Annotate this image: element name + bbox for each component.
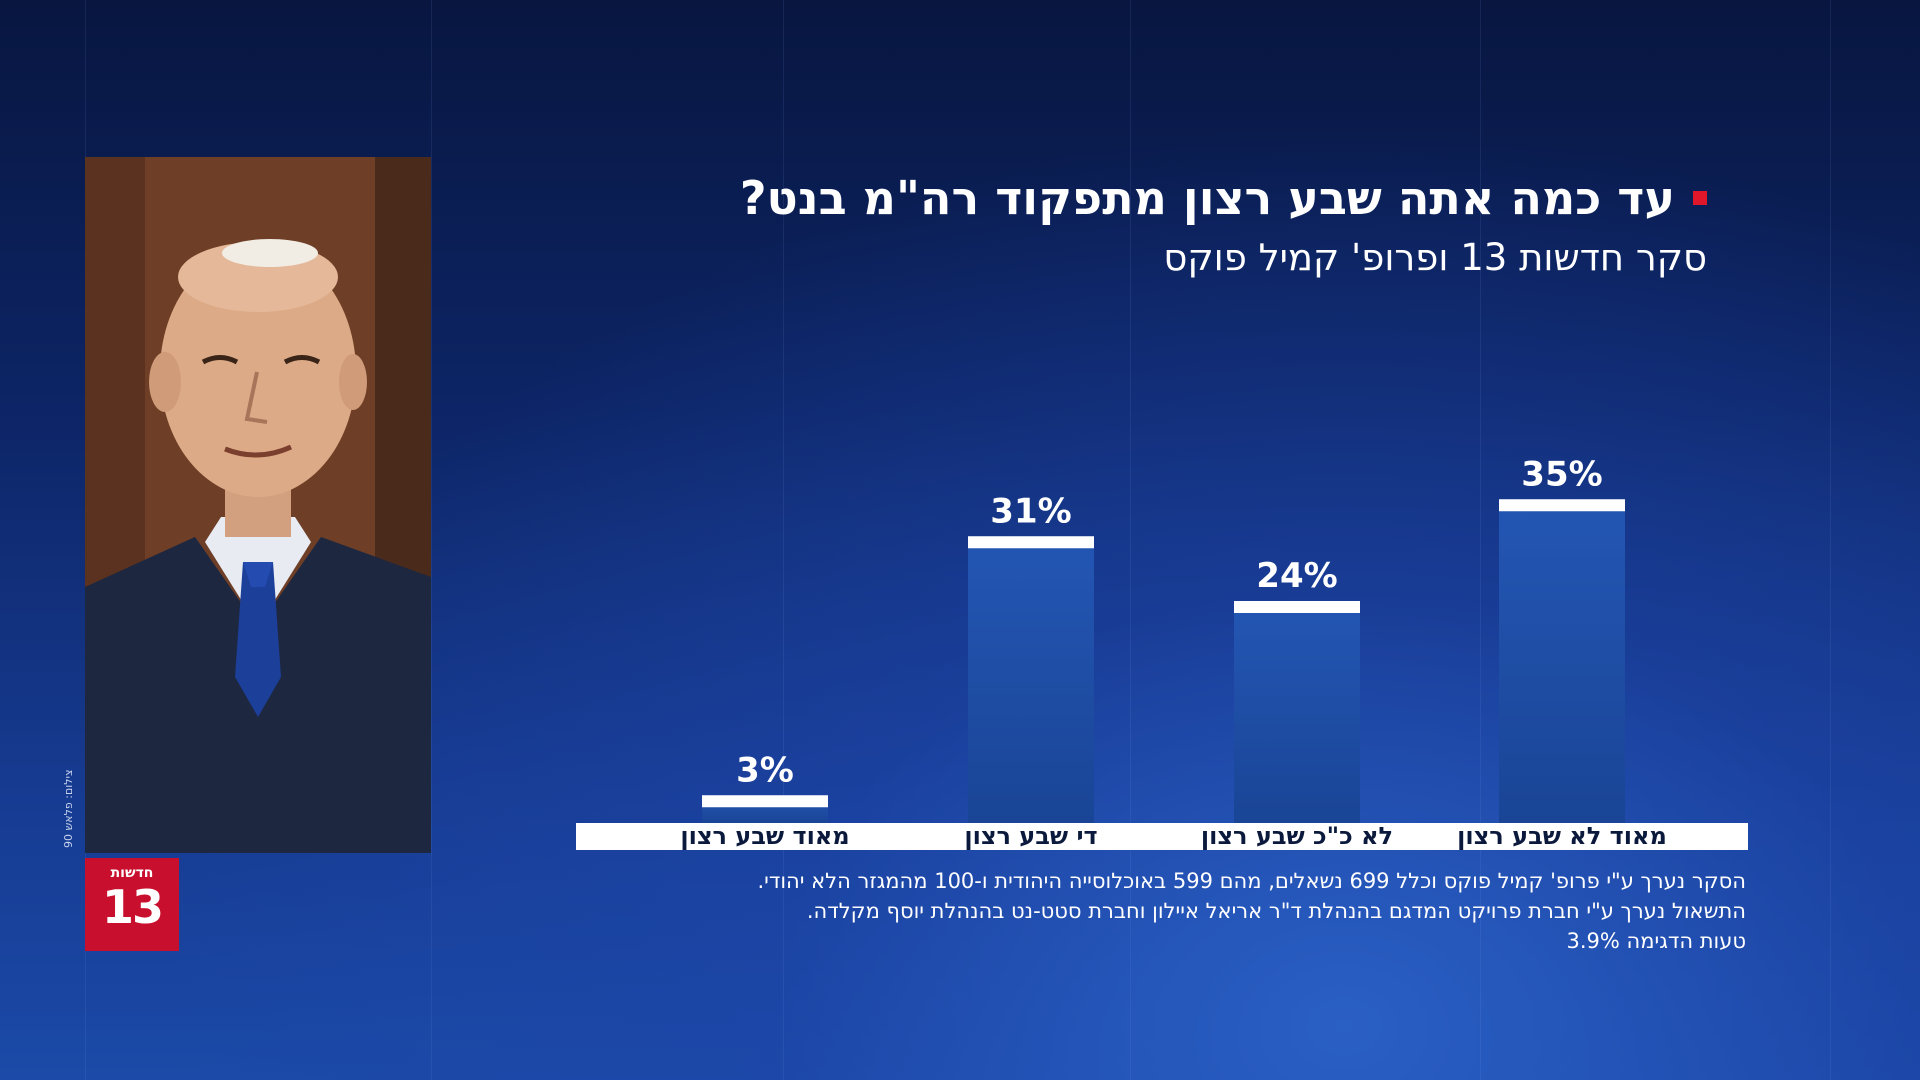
category-label: לא כ"כ שבע רצון bbox=[1200, 822, 1394, 850]
bar bbox=[1499, 499, 1625, 823]
category-axis-strip bbox=[576, 823, 1748, 850]
footnote-line: הסקר נערך ע"י פרופ' קמיל פוקס וכלל 699 נ… bbox=[757, 869, 1746, 893]
survey-footnote: הסקר נערך ע"י פרופ' קמיל פוקס וכלל 699 נ… bbox=[757, 866, 1746, 956]
photo-credit: צילום: פלאש 90 bbox=[62, 769, 75, 848]
portrait-photo bbox=[85, 157, 431, 853]
panel-divider bbox=[1130, 0, 1131, 1080]
channel-logo: חדשות 13 bbox=[85, 858, 179, 951]
bar-chart-svg: 35% 24% 31% 3% bbox=[702, 454, 1625, 823]
chart-title-row: עד כמה אתה שבע רצון מתפקוד רה"מ בנט? bbox=[740, 168, 1707, 228]
category-label: מאוד לא שבע רצון bbox=[1457, 822, 1667, 850]
category-label: מאוד שבע רצון bbox=[680, 822, 850, 850]
footnote-line: טעות הדגימה 3.9% bbox=[1566, 929, 1746, 953]
bar-chart: 35% 24% 31% 3% bbox=[570, 360, 1750, 850]
bar-cap bbox=[1234, 601, 1360, 613]
logo-number: 13 bbox=[101, 880, 164, 934]
bar-value-label: 31% bbox=[990, 491, 1071, 531]
panel-divider bbox=[1830, 0, 1831, 1080]
category-label: די שבע רצון bbox=[964, 822, 1098, 850]
bar-value-label: 24% bbox=[1256, 556, 1337, 596]
title-bullet bbox=[1693, 191, 1707, 205]
bar-cap bbox=[1499, 499, 1625, 512]
panel-divider bbox=[783, 0, 784, 1080]
footnote-line: התשאול נערך ע"י חברת פרויקט המדגם בהנהלת… bbox=[806, 899, 1746, 923]
bar-cap bbox=[968, 536, 1094, 549]
panel-divider bbox=[431, 0, 432, 1080]
bar-cap bbox=[702, 795, 828, 808]
bar-value-label: 3% bbox=[736, 750, 794, 790]
bar-value-label: 35% bbox=[1521, 454, 1602, 494]
panel-divider bbox=[1480, 0, 1481, 1080]
bar bbox=[1234, 601, 1360, 823]
title-block: עד כמה אתה שבע רצון מתפקוד רה"מ בנט? סקר… bbox=[740, 168, 1707, 288]
chart-subtitle: סקר חדשות 13 ופרופ' קמיל פוקס bbox=[1163, 236, 1707, 279]
bar bbox=[968, 536, 1094, 823]
logo-word: חדשות bbox=[110, 865, 154, 881]
chart-title: עד כמה אתה שבע רצון מתפקוד רה"מ בנט? bbox=[739, 171, 1675, 225]
